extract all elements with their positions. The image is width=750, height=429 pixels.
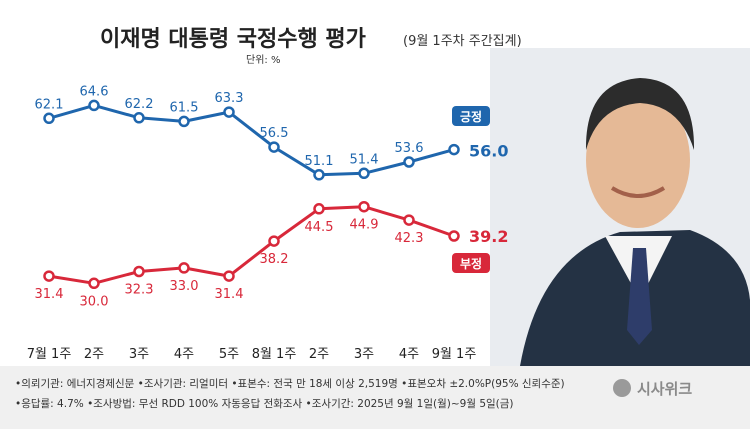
data-label-blue: 63.3 — [215, 91, 244, 106]
plot-area: 62.1 64.6 62.2 61.5 63.3 56.5 51.1 51.4 53.6 56.0… — [27, 84, 509, 362]
data-label-red: 39.2 — [469, 227, 508, 246]
data-point-red — [403, 214, 415, 226]
data-label-red: 38.2 — [260, 252, 289, 267]
data-label-blue: 56.5 — [260, 126, 289, 141]
data-label-red: 44.9 — [350, 218, 379, 233]
data-point-red — [268, 235, 280, 247]
x-tick-label: 7월 1주 — [27, 347, 72, 362]
chart-subtitle: (9월 1주차 주간집계) — [403, 34, 522, 49]
footnote-item: •응답률: 4.7% — [15, 398, 84, 410]
legend-badge-red — [452, 253, 490, 273]
data-point-red — [43, 270, 55, 282]
x-tick-label: 2주 — [309, 347, 329, 362]
data-point-blue — [178, 115, 190, 128]
series-line-blue — [48, 103, 455, 177]
footnote-item: •의뢰기관: 에너지경제신문 — [15, 377, 135, 390]
data-label-red: 32.3 — [125, 283, 154, 298]
data-label-blue: 64.6 — [80, 84, 109, 99]
unit-label: 단위: % — [246, 53, 280, 66]
data-point-blue — [313, 169, 325, 181]
data-point-blue — [403, 156, 415, 168]
logo-text: 시사위크 — [637, 380, 692, 398]
data-label-red: 31.4 — [35, 287, 64, 302]
legend-badge-blue — [452, 106, 490, 126]
data-point-blue — [268, 141, 280, 153]
data-point-blue — [88, 99, 100, 112]
x-tick-label: 4주 — [174, 347, 194, 362]
footnote-item: •조사기관: 리얼미터 — [134, 378, 228, 390]
x-tick-label: 5주 — [219, 347, 239, 362]
data-label-red: 33.0 — [170, 279, 199, 294]
data-point-red — [358, 200, 370, 213]
data-point-red — [133, 265, 145, 278]
data-label-blue: 61.5 — [170, 100, 199, 115]
chart-title: 이재명 대통령 국정수행 평가 — [100, 27, 366, 52]
data-point-blue — [448, 143, 460, 156]
data-point-red — [178, 262, 190, 274]
data-label-blue: 56.0 — [469, 142, 508, 161]
data-point-red — [448, 230, 460, 242]
data-label-blue: 51.1 — [305, 154, 334, 169]
data-point-blue — [43, 112, 55, 125]
footnote-item: •표본수: 전국 만 18세 이상 2,519명 — [228, 378, 398, 390]
series-line-red — [48, 205, 455, 285]
footnote-item: •조사기간: 2025년 9월 1일(월)~9월 5일(금) — [302, 397, 513, 410]
x-tick-label: 9월 1주 — [432, 347, 477, 362]
legend-label-red: 부정 — [460, 256, 482, 271]
data-label-blue: 62.1 — [35, 97, 64, 112]
footnote-band — [0, 366, 750, 429]
data-point-red — [313, 203, 325, 215]
data-point-blue — [133, 112, 145, 124]
x-tick-label: 4주 — [399, 347, 419, 362]
data-label-blue: 51.4 — [350, 152, 379, 167]
data-point-blue — [358, 167, 370, 180]
data-label-red: 30.0 — [80, 294, 109, 309]
publisher-logo: 시사위크 — [613, 379, 692, 398]
footnote-item: •표본오차 ±2.0%P(95% 신뢰수준) — [398, 378, 565, 390]
x-tick-label: 2주 — [84, 347, 104, 362]
data-label-red: 31.4 — [215, 287, 244, 302]
data-point-red — [223, 270, 235, 282]
data-label-red: 44.5 — [305, 220, 334, 235]
x-tick-label: 3주 — [354, 347, 374, 362]
data-point-blue — [223, 106, 235, 118]
data-label-blue: 53.6 — [395, 141, 424, 156]
logo-mark-icon — [613, 379, 631, 397]
portrait-photo — [490, 48, 750, 366]
footnotes: •의뢰기관: 에너지경제신문 •조사기관: 리얼미터 •표본수: 전국 만 18… — [15, 377, 565, 410]
data-label-red: 42.3 — [395, 231, 424, 246]
x-tick-label: 3주 — [129, 347, 149, 362]
x-tick-label: 8월 1주 — [252, 347, 297, 362]
footnote-line: •의뢰기관: 에너지경제신문 •조사기관: 리얼미터 •표본수: 전국 만 18… — [15, 377, 565, 390]
data-point-red — [88, 277, 100, 290]
legend-label-blue: 긍정 — [460, 109, 482, 124]
data-label-blue: 62.2 — [125, 97, 154, 112]
footnote-item: •조사방법: 무선 RDD 100% 자동응답 전화조사 — [84, 398, 303, 410]
footnote-line: •응답률: 4.7% •조사방법: 무선 RDD 100% 자동응답 전화조사 … — [15, 397, 514, 410]
